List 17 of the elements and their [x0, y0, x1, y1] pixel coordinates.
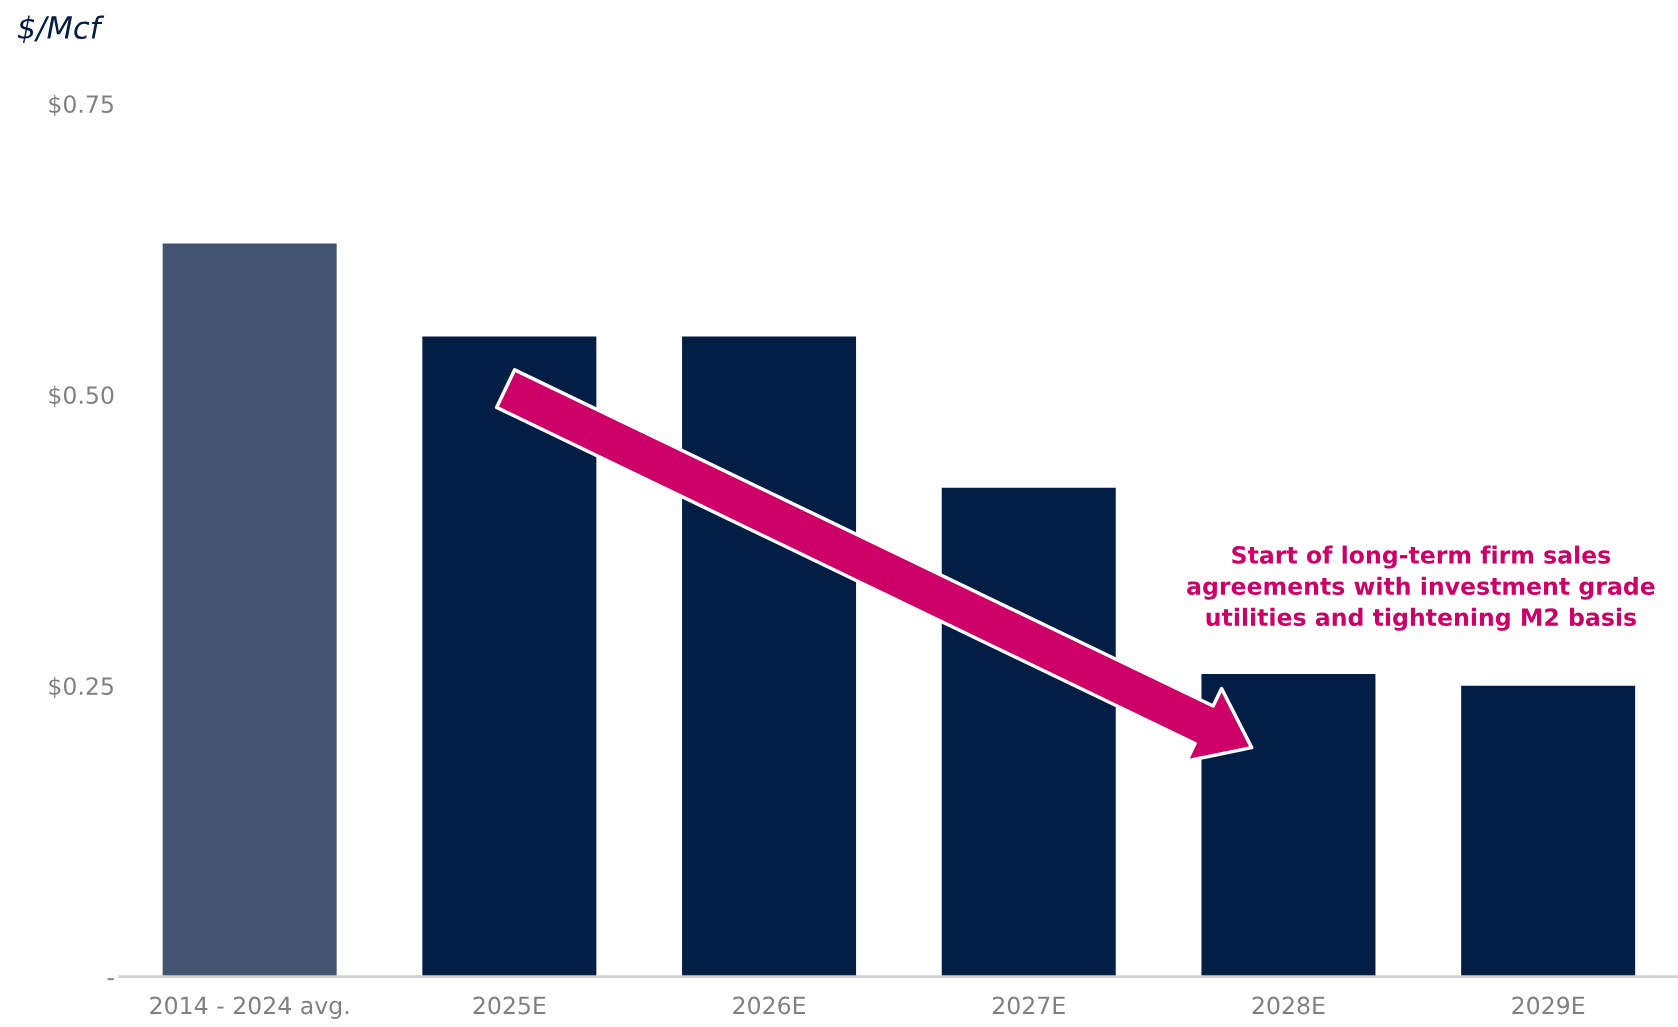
x-tick-label: 2025E — [473, 996, 546, 1015]
x-tick-label: 2026E — [733, 996, 806, 1015]
x-tick-label: 2014 - 2024 avg. — [150, 996, 349, 1019]
x-tick-label: 2028E — [1252, 996, 1325, 1015]
bar — [682, 336, 857, 977]
bar — [1201, 674, 1376, 977]
y-tick-label: $0.75 — [49, 94, 113, 117]
bar — [162, 243, 337, 977]
y-tick-label: $0.50 — [49, 385, 114, 408]
bar — [422, 336, 597, 977]
y-tick-label: $0.25 — [49, 676, 113, 699]
x-tick-label: 2029E — [1512, 996, 1585, 1015]
bar — [1461, 685, 1636, 977]
y-axis-title: $/Mcf — [17, 15, 105, 44]
y-tick-label: - — [107, 978, 114, 981]
x-tick-label: 2027E — [992, 996, 1065, 1015]
annotation: Start of long-term firm sales agreements with investment grade utilities and tightening M2 basis — [1187, 545, 1655, 631]
